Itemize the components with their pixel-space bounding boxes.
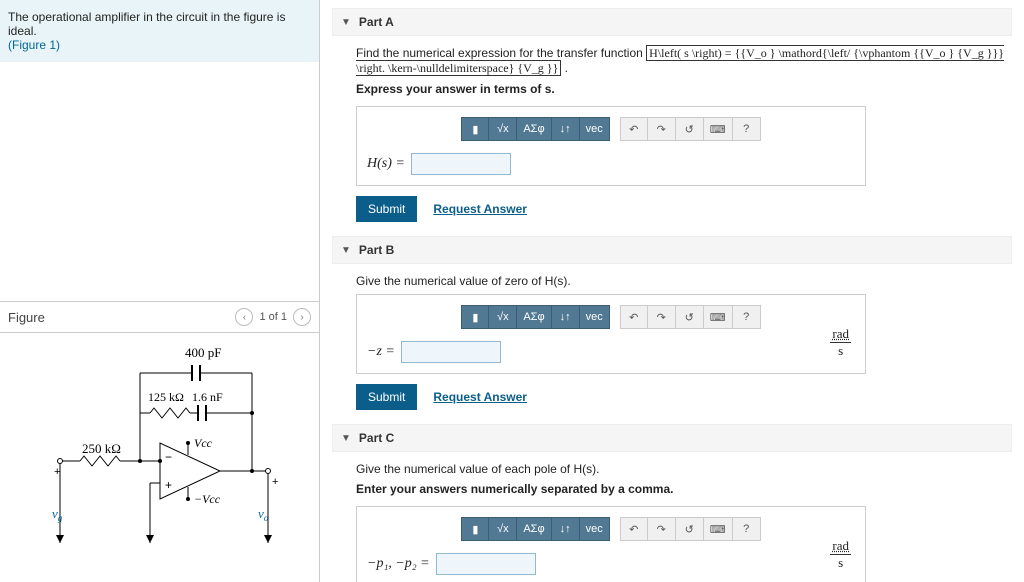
part-c-unit: rad s: [830, 538, 851, 571]
part-a-instruction: Find the numerical expression for the tr…: [356, 46, 1004, 76]
problem-text: The operational amplifier in the circuit…: [8, 10, 285, 38]
templates-button[interactable]: ▮: [461, 117, 489, 141]
greek-button[interactable]: ΑΣφ: [517, 305, 551, 329]
equation-toolbar: ▮ √x ΑΣφ ↓↑ vec ↶ ↷ ↺ ⌨ ?: [367, 517, 855, 541]
arrows-button[interactable]: ↓↑: [552, 305, 580, 329]
keyboard-button[interactable]: ⌨: [704, 517, 733, 541]
sqrt-button[interactable]: √x: [489, 517, 517, 541]
part-a-submit-button[interactable]: Submit: [356, 196, 417, 222]
part-b-instruction: Give the numerical value of zero of H(s)…: [356, 274, 1004, 288]
vcc-pos-label: Vcc: [194, 436, 213, 450]
part-b-input[interactable]: [401, 341, 501, 363]
part-a: ▼ Part A Find the numerical expression f…: [332, 8, 1012, 222]
part-b-unit: rad s: [830, 326, 851, 359]
redo-button[interactable]: ↷: [648, 517, 676, 541]
sqrt-button[interactable]: √x: [489, 117, 517, 141]
help-button[interactable]: ?: [733, 117, 761, 141]
vg-label: vg: [52, 506, 63, 523]
redo-button[interactable]: ↷: [648, 305, 676, 329]
part-c-instruction: Give the numerical value of each pole of…: [356, 462, 1004, 476]
svg-text:−: −: [165, 450, 172, 464]
figure-next-button[interactable]: ›: [293, 308, 311, 326]
part-c-lhs: −p₁, −p₂ =: [367, 556, 430, 572]
circuit-diagram: 400 pF 125 kΩ 1.6 nF 250 kΩ: [20, 343, 300, 563]
part-b-submit-button[interactable]: Submit: [356, 384, 417, 410]
vo-label: vo: [258, 506, 269, 523]
help-button[interactable]: ?: [733, 305, 761, 329]
figure-title: Figure: [8, 310, 45, 325]
part-c-title: Part C: [359, 431, 394, 445]
chevron-down-icon: ▼: [341, 17, 351, 28]
r1-label: 125 kΩ: [148, 390, 184, 404]
undo-button[interactable]: ↶: [620, 305, 648, 329]
figure-header: Figure ‹ 1 of 1 ›: [0, 301, 319, 333]
svg-text:+: +: [54, 466, 60, 478]
part-b-answer-box: ▮ √x ΑΣφ ↓↑ vec ↶ ↷ ↺ ⌨ ? −z =: [356, 294, 866, 374]
undo-button[interactable]: ↶: [620, 117, 648, 141]
reset-button[interactable]: ↺: [676, 117, 704, 141]
greek-button[interactable]: ΑΣφ: [517, 117, 551, 141]
chevron-down-icon: ▼: [341, 433, 351, 444]
part-b-request-answer-link[interactable]: Request Answer: [433, 390, 527, 404]
part-c-hint: Enter your answers numerically separated…: [356, 482, 1004, 496]
redo-button[interactable]: ↷: [648, 117, 676, 141]
part-b-title: Part B: [359, 243, 394, 257]
part-a-header[interactable]: ▼ Part A: [332, 8, 1012, 36]
vec-button[interactable]: vec: [580, 117, 610, 141]
templates-button[interactable]: ▮: [461, 517, 489, 541]
figure-prev-button[interactable]: ‹: [235, 308, 253, 326]
undo-button[interactable]: ↶: [620, 517, 648, 541]
vec-button[interactable]: vec: [580, 305, 610, 329]
right-panel: ▼ Part A Find the numerical expression f…: [320, 0, 1024, 582]
svg-text:+: +: [165, 478, 172, 492]
c1-label: 400 pF: [185, 345, 221, 360]
part-b: ▼ Part B Give the numerical value of zer…: [332, 236, 1012, 410]
templates-button[interactable]: ▮: [461, 305, 489, 329]
greek-button[interactable]: ΑΣφ: [517, 517, 551, 541]
figure-body: 400 pF 125 kΩ 1.6 nF 250 kΩ: [0, 333, 319, 582]
reset-button[interactable]: ↺: [676, 517, 704, 541]
arrows-button[interactable]: ↓↑: [552, 117, 580, 141]
c2-label: 1.6 nF: [192, 390, 223, 404]
part-b-header[interactable]: ▼ Part B: [332, 236, 1012, 264]
left-panel: The operational amplifier in the circuit…: [0, 0, 320, 582]
part-a-request-answer-link[interactable]: Request Answer: [433, 202, 527, 216]
reset-button[interactable]: ↺: [676, 305, 704, 329]
part-a-lhs: H(s) =: [367, 156, 405, 172]
vec-button[interactable]: vec: [580, 517, 610, 541]
keyboard-button[interactable]: ⌨: [704, 305, 733, 329]
part-a-answer-box: ▮ √x ΑΣφ ↓↑ vec ↶ ↷ ↺ ⌨ ? H(s) =: [356, 106, 866, 186]
figure-nav-label: 1 of 1: [259, 311, 287, 323]
keyboard-button[interactable]: ⌨: [704, 117, 733, 141]
part-a-input[interactable]: [411, 153, 511, 175]
part-a-title: Part A: [359, 15, 394, 29]
sqrt-button[interactable]: √x: [489, 305, 517, 329]
part-b-lhs: −z =: [367, 344, 395, 360]
vcc-neg-label: −Vcc: [194, 492, 221, 506]
part-c-input[interactable]: [436, 553, 536, 575]
part-c-header[interactable]: ▼ Part C: [332, 424, 1012, 452]
part-a-hint: Express your answer in terms of s.: [356, 82, 1004, 96]
equation-toolbar: ▮ √x ΑΣφ ↓↑ vec ↶ ↷ ↺ ⌨ ?: [367, 305, 855, 329]
chevron-down-icon: ▼: [341, 245, 351, 256]
problem-statement: The operational amplifier in the circuit…: [0, 0, 319, 62]
figure-nav: ‹ 1 of 1 ›: [235, 308, 311, 326]
equation-toolbar: ▮ √x ΑΣφ ↓↑ vec ↶ ↷ ↺ ⌨ ?: [367, 117, 855, 141]
part-c: ▼ Part C Give the numerical value of eac…: [332, 424, 1012, 582]
svg-text:+: +: [272, 476, 278, 488]
help-button[interactable]: ?: [733, 517, 761, 541]
r2-label: 250 kΩ: [82, 441, 121, 456]
part-c-answer-box: ▮ √x ΑΣφ ↓↑ vec ↶ ↷ ↺ ⌨ ? −p₁, −p₂ =: [356, 506, 866, 582]
figure-link[interactable]: (Figure 1): [8, 38, 60, 52]
arrows-button[interactable]: ↓↑: [552, 517, 580, 541]
